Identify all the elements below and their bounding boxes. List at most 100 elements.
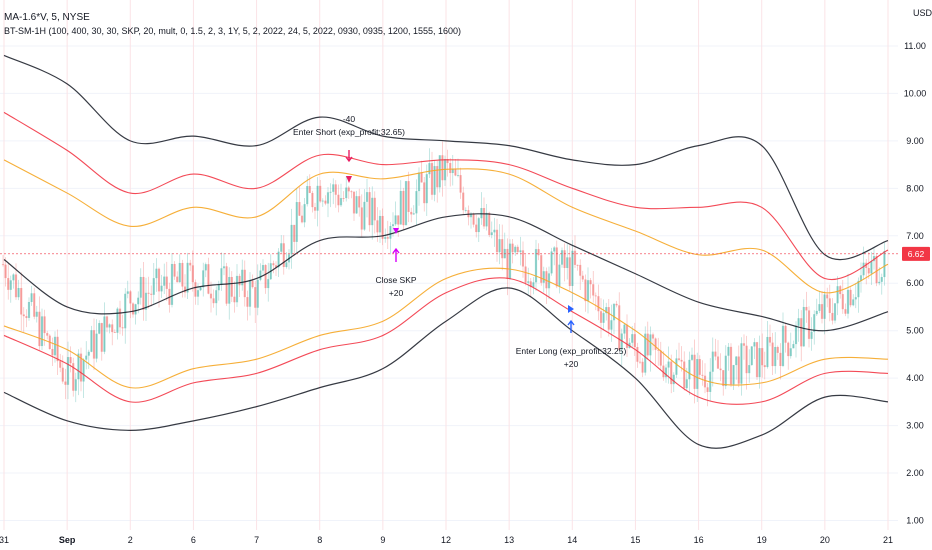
candle-body bbox=[139, 276, 142, 298]
candle-body bbox=[82, 359, 85, 382]
enter-short-label: Enter Short (exp_profit:32.65) bbox=[293, 127, 405, 137]
upper-outer-band bbox=[3, 54, 889, 261]
candle-body bbox=[160, 285, 163, 292]
candle-body bbox=[79, 353, 83, 382]
upper-orange-band bbox=[3, 159, 889, 294]
candle-body bbox=[742, 343, 746, 346]
time-tick-label: 2 bbox=[128, 535, 133, 545]
candle-body bbox=[547, 273, 551, 289]
price-tick-label: 11.00 bbox=[904, 41, 926, 51]
candle-body bbox=[584, 279, 587, 302]
candle-body bbox=[454, 168, 457, 176]
time-tick-label: 15 bbox=[630, 535, 640, 545]
candle-body bbox=[485, 212, 488, 227]
candle-body bbox=[98, 323, 101, 334]
candle-body bbox=[612, 303, 616, 321]
candle-body bbox=[477, 218, 480, 233]
candle-body bbox=[420, 172, 423, 183]
candle-body bbox=[599, 311, 603, 323]
candle-body bbox=[428, 163, 431, 175]
candle-body bbox=[719, 368, 722, 371]
candle-body bbox=[576, 264, 579, 266]
candle-body bbox=[381, 215, 384, 239]
candle-body bbox=[846, 289, 850, 314]
candle-body bbox=[311, 192, 314, 208]
candle-body bbox=[805, 306, 808, 311]
candle-body bbox=[779, 352, 782, 366]
candle-body bbox=[589, 280, 592, 285]
time-tick-label: 31 bbox=[0, 535, 9, 545]
candle-body bbox=[217, 284, 220, 291]
candle-body bbox=[568, 257, 571, 286]
candle-body bbox=[176, 276, 179, 283]
candle-body bbox=[326, 192, 330, 204]
price-tick-label: 2.00 bbox=[906, 468, 924, 478]
candle-body bbox=[345, 187, 348, 199]
candle-body bbox=[72, 363, 75, 391]
price-tick-label: 6.00 bbox=[906, 278, 924, 288]
candle-body bbox=[7, 278, 10, 290]
price-tick-label: 7.00 bbox=[906, 231, 924, 241]
candle-body bbox=[324, 200, 327, 204]
candle-body bbox=[181, 262, 184, 287]
candle-body bbox=[566, 257, 569, 269]
candle-body bbox=[46, 333, 49, 336]
candle-body bbox=[849, 289, 852, 306]
candle-body bbox=[282, 243, 285, 268]
candle-body bbox=[256, 279, 259, 308]
candle-body bbox=[693, 354, 696, 389]
candle-body bbox=[641, 361, 644, 373]
enter-long-marker[interactable]: Enter Long (exp_profit:32.25) +20 bbox=[516, 305, 627, 369]
symbol-legend[interactable]: MA-1.6*V, 5, NYSE bbox=[4, 12, 90, 23]
candle-body bbox=[508, 243, 512, 279]
candle-body bbox=[313, 207, 317, 211]
candle-body bbox=[196, 290, 200, 297]
candle-body bbox=[880, 277, 883, 282]
candle-body bbox=[529, 281, 532, 288]
price-tick-label: 9.00 bbox=[906, 136, 924, 146]
candle-body bbox=[308, 186, 311, 193]
candle-body bbox=[267, 279, 270, 289]
candle-body bbox=[729, 346, 733, 385]
close-label: Close SKP bbox=[375, 275, 416, 285]
price-axis[interactable]: USD 11.00 10.00 9.00 8.00 7.00 6.00 5.00 4.00 3.… bbox=[900, 0, 932, 532]
candle-body bbox=[430, 163, 434, 195]
candle-body bbox=[397, 215, 400, 225]
candle-body bbox=[337, 194, 340, 206]
candle-body bbox=[173, 263, 176, 277]
enter-short-marker[interactable]: -40 Enter Short (exp_profit:32.65) bbox=[293, 114, 405, 183]
time-axis[interactable]: 31 Sep 2 6 7 8 9 12 13 14 15 16 19 20 21 bbox=[0, 532, 900, 550]
candle-body bbox=[625, 324, 629, 348]
candle-body bbox=[784, 325, 787, 343]
candle-body bbox=[675, 358, 678, 375]
strategy-legend[interactable]: BT-SM-1H (100, 400, 30, 30, SKP, 20, mul… bbox=[4, 26, 461, 36]
candle-body bbox=[316, 185, 319, 211]
candle-body bbox=[150, 293, 153, 295]
candle-body bbox=[87, 351, 90, 356]
candle-body bbox=[386, 237, 389, 239]
candle-body bbox=[667, 361, 670, 368]
candle-body bbox=[586, 280, 590, 302]
candle-body bbox=[534, 249, 538, 283]
candle-body bbox=[207, 264, 210, 294]
candle-body bbox=[264, 265, 267, 289]
candle-body bbox=[20, 288, 23, 315]
candle-body bbox=[651, 334, 655, 339]
close-marker[interactable]: Close SKP +20 bbox=[375, 228, 417, 298]
candle-body bbox=[246, 297, 249, 307]
candle-body bbox=[714, 351, 717, 357]
candle-body bbox=[103, 316, 106, 352]
sell-marker-icon bbox=[346, 176, 352, 183]
candle-body bbox=[498, 239, 501, 253]
candle-body bbox=[412, 213, 415, 215]
time-tick-label: 19 bbox=[757, 535, 767, 545]
candle-body bbox=[862, 262, 865, 276]
candle-body bbox=[170, 263, 174, 305]
candle-body bbox=[787, 342, 790, 357]
candle-body bbox=[482, 208, 486, 227]
candle-body bbox=[852, 299, 855, 306]
candle-body bbox=[745, 345, 748, 374]
candle-body bbox=[646, 333, 649, 356]
candle-body bbox=[350, 191, 353, 193]
